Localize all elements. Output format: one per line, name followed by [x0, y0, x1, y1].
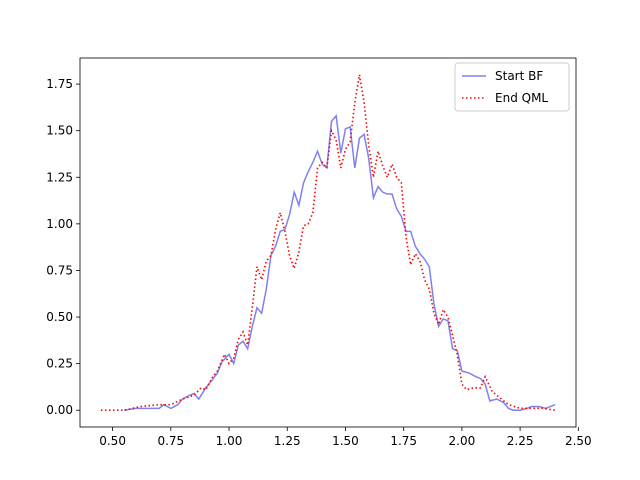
y-tick-label-3: 0.75 [46, 263, 73, 277]
axes-layer: 0.50 0.75 1.00 1.25 1.50 1.75 2.00 2.25 2.50 0.00… [46, 57, 592, 448]
y-tick-label-1: 0.25 [46, 357, 73, 371]
x-tick-label-2: 1.00 [216, 434, 243, 448]
y-tick-label-5: 1.25 [46, 170, 73, 184]
legend: Start BF End QML [454, 62, 570, 112]
axes-frame [79, 57, 577, 428]
y-tick-label-0: 0.00 [46, 403, 73, 417]
x-tick-label-5: 1.75 [390, 434, 417, 448]
x-tick-label-3: 1.25 [274, 434, 301, 448]
x-tick-label-4: 1.50 [332, 434, 359, 448]
legend-label-1: Start BF [495, 69, 543, 83]
x-tick-label-6: 2.00 [449, 434, 476, 448]
y-tick-label-7: 1.75 [46, 77, 73, 91]
y-tick-label-4: 1.00 [46, 217, 73, 231]
x-tick-label-1: 0.75 [157, 434, 184, 448]
y-tick-label-6: 1.50 [46, 124, 73, 138]
x-tick-label-7: 2.25 [507, 434, 534, 448]
series-line-1 [124, 113, 556, 411]
legend-box [454, 62, 570, 112]
x-tick-label-8: 2.50 [565, 434, 592, 448]
x-tick-label-0: 0.50 [99, 434, 126, 448]
series-layer [100, 74, 556, 412]
y-tick-label-2: 0.50 [46, 310, 73, 324]
legend-label-2: End QML [495, 91, 548, 105]
